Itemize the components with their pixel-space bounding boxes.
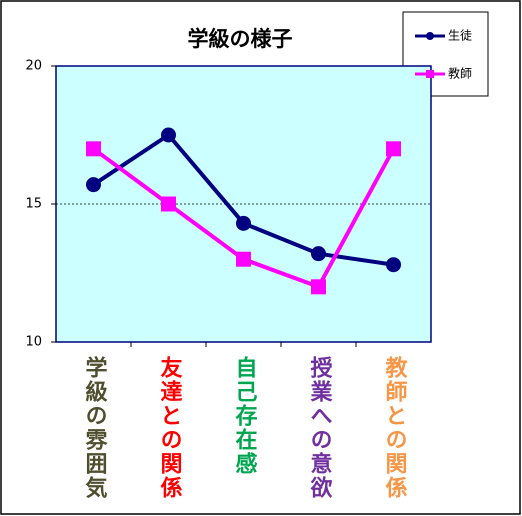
data-point bbox=[311, 246, 326, 262]
data-point bbox=[86, 177, 101, 193]
data-point bbox=[161, 196, 176, 212]
y-tick-label: 10 bbox=[25, 335, 42, 350]
x-tick-label: 教師との関係 bbox=[382, 355, 408, 500]
y-tick-label: 15 bbox=[25, 197, 42, 212]
data-point bbox=[236, 251, 251, 267]
legend-label: 教師 bbox=[448, 66, 472, 81]
x-tick-label: 友達との関係 bbox=[157, 356, 183, 500]
legend-marker bbox=[426, 70, 434, 78]
data-point bbox=[86, 141, 101, 157]
x-tick-label: 授業への意欲 bbox=[307, 356, 334, 500]
data-point bbox=[161, 127, 176, 143]
legend-label: 生徒 bbox=[448, 29, 472, 43]
data-point bbox=[311, 279, 326, 295]
x-tick-label: 学級の雰囲気 bbox=[82, 355, 108, 500]
legend-marker bbox=[426, 32, 434, 40]
x-tick-label: 自己存在感 bbox=[232, 355, 258, 476]
data-point bbox=[386, 257, 401, 273]
data-point bbox=[386, 141, 401, 157]
data-point bbox=[236, 215, 251, 231]
y-tick-label: 20 bbox=[25, 59, 42, 74]
chart-title: 学級の様子 bbox=[188, 27, 293, 51]
